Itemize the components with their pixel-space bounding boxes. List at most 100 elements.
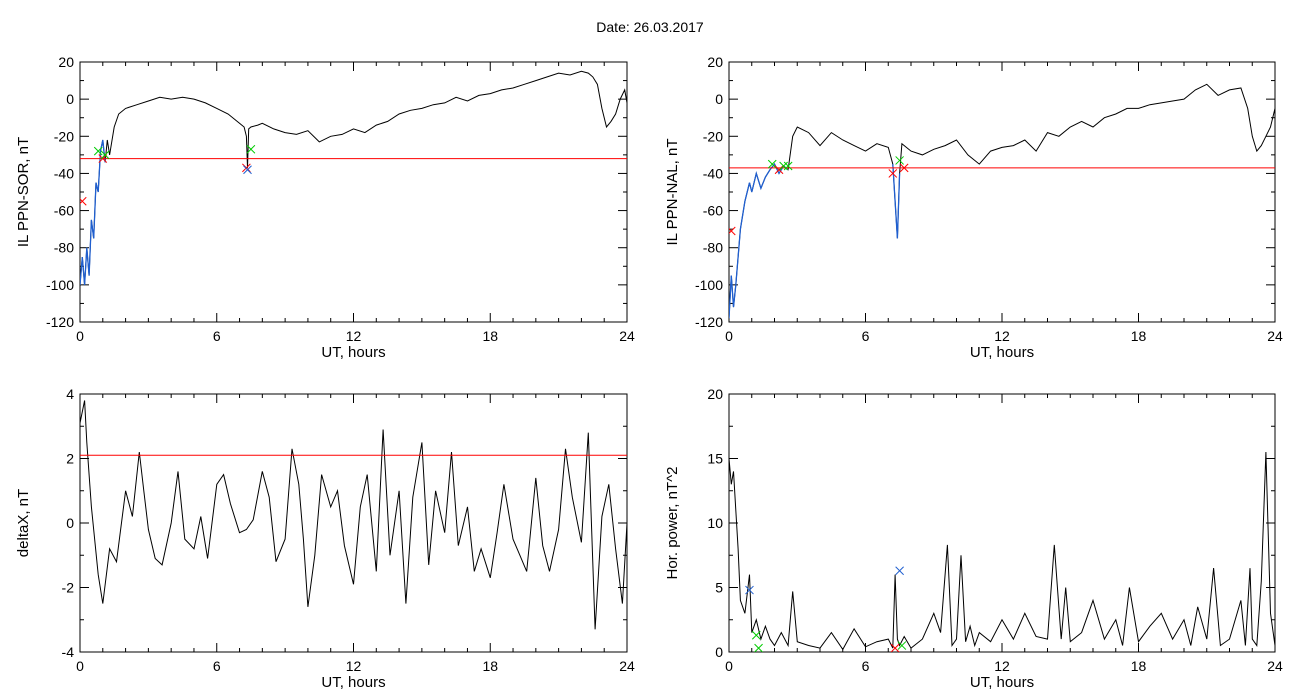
event-marker	[895, 566, 904, 576]
y-axis-label: IL PPN-NAL, nT	[664, 139, 681, 246]
x-tick-label: 18	[482, 328, 498, 344]
x-tick-label: 6	[862, 328, 870, 344]
y-tick-label: -100	[695, 277, 723, 293]
x-tick-label: 18	[1131, 328, 1147, 344]
y-tick-label: 10	[707, 515, 723, 531]
x-tick-label: 24	[1267, 328, 1283, 344]
event-marker	[751, 630, 761, 640]
event-marker	[80, 196, 87, 206]
event-marker	[779, 161, 788, 171]
y-tick-label: 20	[58, 54, 74, 70]
highlight-segment	[892, 164, 901, 239]
y-tick-label: 4	[66, 386, 74, 402]
event-marker	[242, 163, 251, 173]
y-tick-label: -100	[46, 277, 74, 293]
series-line	[729, 83, 1275, 319]
event-marker	[100, 150, 110, 160]
plot-data	[729, 451, 1275, 652]
event-marker-stroke	[93, 146, 103, 156]
y-tick-label: 0	[66, 91, 74, 107]
event-marker-stroke	[899, 163, 909, 173]
x-tick-label: 12	[994, 658, 1010, 674]
x-tick-label: 12	[994, 328, 1010, 344]
y-axis-label: IL PPN-SOR, nT	[15, 137, 32, 247]
chart-panel-4: 0 6 12 18 24 0 5 10 15 20 UT, hours Hor. power, nT^…	[664, 386, 1283, 691]
event-marker-stroke	[80, 196, 87, 205]
event-marker	[899, 163, 909, 173]
event-marker	[888, 169, 898, 178]
x-tick-label: 18	[1131, 658, 1147, 674]
y-tick-label: -80	[703, 240, 723, 256]
highlight-segment	[80, 139, 106, 285]
event-marker-stroke	[895, 156, 904, 165]
event-marker	[243, 165, 252, 175]
x-tick-label: 0	[725, 658, 733, 674]
x-tick-label: 0	[76, 658, 84, 674]
x-axis-label: UT, hours	[970, 344, 1034, 361]
event-marker-stroke	[888, 169, 898, 178]
y-tick-label: 15	[707, 451, 723, 467]
event-marker	[246, 144, 256, 154]
plot-frame	[728, 393, 1276, 653]
event-marker	[745, 585, 754, 595]
event-marker	[783, 161, 793, 171]
event-marker	[895, 156, 904, 165]
event-marker	[93, 146, 103, 156]
event-marker	[897, 641, 907, 650]
x-tick-label: 12	[346, 328, 362, 344]
highlight-segment	[729, 162, 789, 319]
x-tick-label: 0	[725, 328, 733, 344]
x-tick-label: 12	[346, 658, 362, 674]
plot-frame	[728, 61, 1276, 323]
x-tick-label: 18	[482, 658, 498, 674]
y-tick-label: 20	[707, 54, 723, 70]
y-tick-label: -20	[54, 128, 74, 144]
y-tick-label: -120	[46, 314, 74, 330]
y-tick-label: -2	[62, 580, 75, 596]
y-tick-label: -20	[703, 128, 723, 144]
event-marker-stroke	[783, 161, 793, 171]
event-marker-stroke	[246, 144, 256, 154]
y-tick-label: -120	[695, 314, 723, 330]
plot-frame	[79, 393, 628, 653]
y-tick-label: -60	[54, 203, 74, 219]
event-marker-stroke	[100, 150, 110, 160]
event-marker-stroke	[729, 226, 736, 234]
event-marker	[774, 165, 784, 175]
x-tick-label: 24	[1267, 658, 1283, 674]
y-axis-label: deltaX, nT	[15, 489, 32, 557]
plot-data	[729, 83, 1275, 319]
event-marker-stroke	[779, 161, 788, 171]
series-line	[729, 451, 1275, 651]
y-tick-label: 5	[715, 580, 723, 596]
y-tick-label: -60	[703, 203, 723, 219]
y-axis-label: Hor. power, nT^2	[664, 467, 681, 580]
x-axis-label: UT, hours	[321, 674, 385, 691]
y-tick-label: 2	[66, 451, 74, 467]
x-axis-label: UT, hours	[970, 674, 1034, 691]
chart-panel-1: 0 6 12 18 24 -120 -100 -80 -60 -40 -20 0 20 UT, hours…	[15, 54, 635, 361]
plot-frame	[79, 61, 628, 323]
event-marker	[767, 159, 777, 169]
y-tick-label: 0	[715, 91, 723, 107]
x-tick-label: 24	[619, 658, 635, 674]
x-tick-label: 6	[862, 658, 870, 674]
event-marker-stroke	[774, 165, 784, 175]
event-marker-stroke	[751, 630, 761, 640]
x-tick-label: 0	[76, 328, 84, 344]
y-tick-label: 0	[715, 644, 723, 660]
chart-panel-2: 0 6 12 18 24 -120 -100 -80 -60 -40 -20 0 20 UT, hours…	[664, 54, 1283, 361]
event-marker-stroke	[895, 566, 904, 576]
x-tick-label: 24	[619, 328, 635, 344]
event-marker	[729, 226, 736, 236]
event-marker-stroke	[890, 643, 900, 652]
y-tick-label: 0	[66, 515, 74, 531]
x-axis-label: UT, hours	[321, 344, 385, 361]
x-tick-label: 6	[213, 658, 221, 674]
plot-data	[80, 70, 627, 285]
event-marker-stroke	[897, 641, 907, 650]
event-marker-stroke	[754, 643, 763, 652]
y-tick-label: -40	[54, 165, 74, 181]
